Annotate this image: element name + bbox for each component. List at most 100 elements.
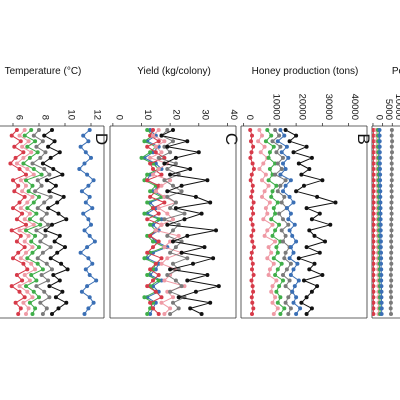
panel-c-series-gray-point: [171, 300, 175, 305]
panel-d-series-blue-point: [79, 289, 84, 294]
panel-b-series-blue-point: [275, 139, 280, 144]
panel-b-series-black-point: [312, 261, 317, 266]
panel-a-series-gray-point: [388, 306, 393, 311]
panel-c-series-black-point: [185, 278, 190, 283]
panel-d-series-red-point: [9, 284, 14, 289]
panel-c-series-pink-point: [156, 128, 161, 132]
panel-b-series-black-point: [299, 172, 304, 177]
panel-d-series-red-point: [16, 250, 21, 255]
panel-c-series-red-point: [162, 200, 167, 205]
panel-c-series-gray-point: [173, 200, 178, 205]
panel-b-series-blue-point: [288, 211, 293, 216]
panel-a-series-gray-point: [389, 250, 394, 255]
panel-c-series-pink-point: [171, 295, 175, 300]
panel-c-series-pink-point: [165, 256, 170, 261]
panel-b-series-blue-point: [284, 144, 289, 149]
panel-c-series-pink-point: [162, 245, 167, 250]
panel-d-series-black-point: [57, 278, 62, 283]
panel-a-series-red-point: [372, 245, 376, 250]
panel-d-series-pink-point: [21, 155, 26, 160]
panel-c-series-green-point: [156, 217, 161, 222]
panel-b-series-red-point: [250, 261, 255, 266]
panel-d-series-gray-point: [40, 139, 45, 144]
panel-b-series-black-point: [304, 295, 309, 300]
panel-b-series-red-point: [248, 128, 253, 132]
panel-b-series-pink-point: [270, 300, 275, 305]
panel-d-series-black-point: [40, 161, 45, 166]
panel-a-series-gray-point: [389, 312, 393, 316]
panel-b-series-red-point: [251, 306, 256, 311]
panel-b-series-gray-point: [286, 312, 291, 316]
panel-a-series-gray-point: [389, 161, 394, 166]
panel-b-series-black-point: [323, 239, 327, 244]
panel-b-series-green-point: [275, 200, 280, 205]
panel-a-series-blue-point: [377, 133, 382, 138]
panel-b-series-black-point: [317, 250, 322, 255]
panel-b-series-blue-point: [288, 273, 293, 277]
panel-c-series-red-point: [151, 245, 155, 250]
panel-b-series-red-point: [250, 189, 255, 194]
panel-b-series-black-point: [299, 300, 304, 305]
panel-a-series-gray-point: [389, 239, 394, 244]
panel-d-series-red-point: [22, 245, 27, 250]
panel-d-series-gray-point: [43, 150, 48, 155]
panel-a-series-gray-point: [389, 206, 394, 211]
panel-d-series-pink-point: [22, 273, 27, 277]
panel-b-series-red-point: [250, 206, 254, 211]
panel-b-tick-label: 40000: [349, 94, 360, 120]
panel-d-series-red-point: [21, 150, 26, 155]
panel-b-series-black-point: [328, 222, 333, 227]
panel-b-series-pink-point: [271, 261, 276, 266]
panel-c-series-pink-point: [162, 139, 167, 144]
panel-d-series-gray-point: [38, 300, 43, 305]
panel-d-series-green-point: [37, 194, 41, 199]
panel-d-series-blue-point: [83, 267, 88, 272]
panel-a-series-red-point: [372, 178, 376, 183]
panel-b-axis-title: Honey production (tons): [252, 66, 359, 77]
panel-d-frame: [0, 125, 105, 319]
panel-b-series-pink-point: [275, 306, 280, 311]
panel-b-series-gray-line: [272, 129, 293, 315]
panel-d-letter: D: [92, 133, 111, 145]
panel-c-series-black-point: [205, 273, 210, 277]
panel-d-series-gray-point: [34, 228, 39, 233]
panel-d-series-green-point: [26, 189, 31, 194]
panel-a-series-gray-point: [388, 289, 393, 294]
panel-d-series-pink-point: [30, 295, 35, 300]
panel-c-series-gray-point: [173, 245, 178, 250]
panel-b-series-pink-point: [269, 250, 274, 255]
panel-b-tick-label: 30000: [323, 94, 334, 120]
panel-a-series-blue-point: [377, 155, 382, 160]
panel-c-series-pink-point: [153, 144, 158, 149]
panel-a-series-gray-point: [389, 217, 394, 222]
panel-b-frame: [240, 125, 368, 319]
panel-c-series-green-point: [145, 312, 150, 316]
panel-c-series-red-point: [145, 284, 150, 289]
panel-d-series-green-point: [37, 295, 41, 300]
panel-a-series-blue-point: [378, 211, 383, 216]
panel-c-series-pink-point: [171, 217, 175, 222]
panel-d-series-blue-point: [78, 144, 83, 149]
panel-c-series-red-point: [156, 183, 161, 188]
panel-b-letter: B: [354, 133, 373, 144]
panel-a-series-red-point: [372, 150, 376, 155]
panel-a-series-gray-point: [389, 211, 394, 216]
panel-d-series-green-point: [30, 250, 35, 255]
panel-b-series-black-point: [312, 233, 317, 238]
panel-d-series-black-point: [57, 233, 62, 238]
panel-b-series-blue-point: [291, 250, 296, 255]
panel-c-series-pink-point: [168, 239, 173, 244]
panel-a-series-blue-point: [378, 172, 383, 177]
panel-b-series-pink-point: [270, 284, 275, 289]
panel-a-tick-label: 10000: [393, 94, 400, 120]
panel-d-axis-title: Temperature (°C): [5, 66, 82, 77]
panel-d-series-gray-point: [39, 217, 44, 222]
panel-b-series-blue-point: [287, 256, 292, 261]
panel-d-series-red-line: [9, 129, 28, 315]
panel-d-plot-area: [8, 128, 99, 316]
panel-b-series-pink-point: [266, 273, 271, 277]
panel-b-series-gray-point: [283, 284, 288, 289]
panel-d-series-black-point: [64, 300, 69, 305]
panel-a-series-red-point: [372, 239, 376, 244]
